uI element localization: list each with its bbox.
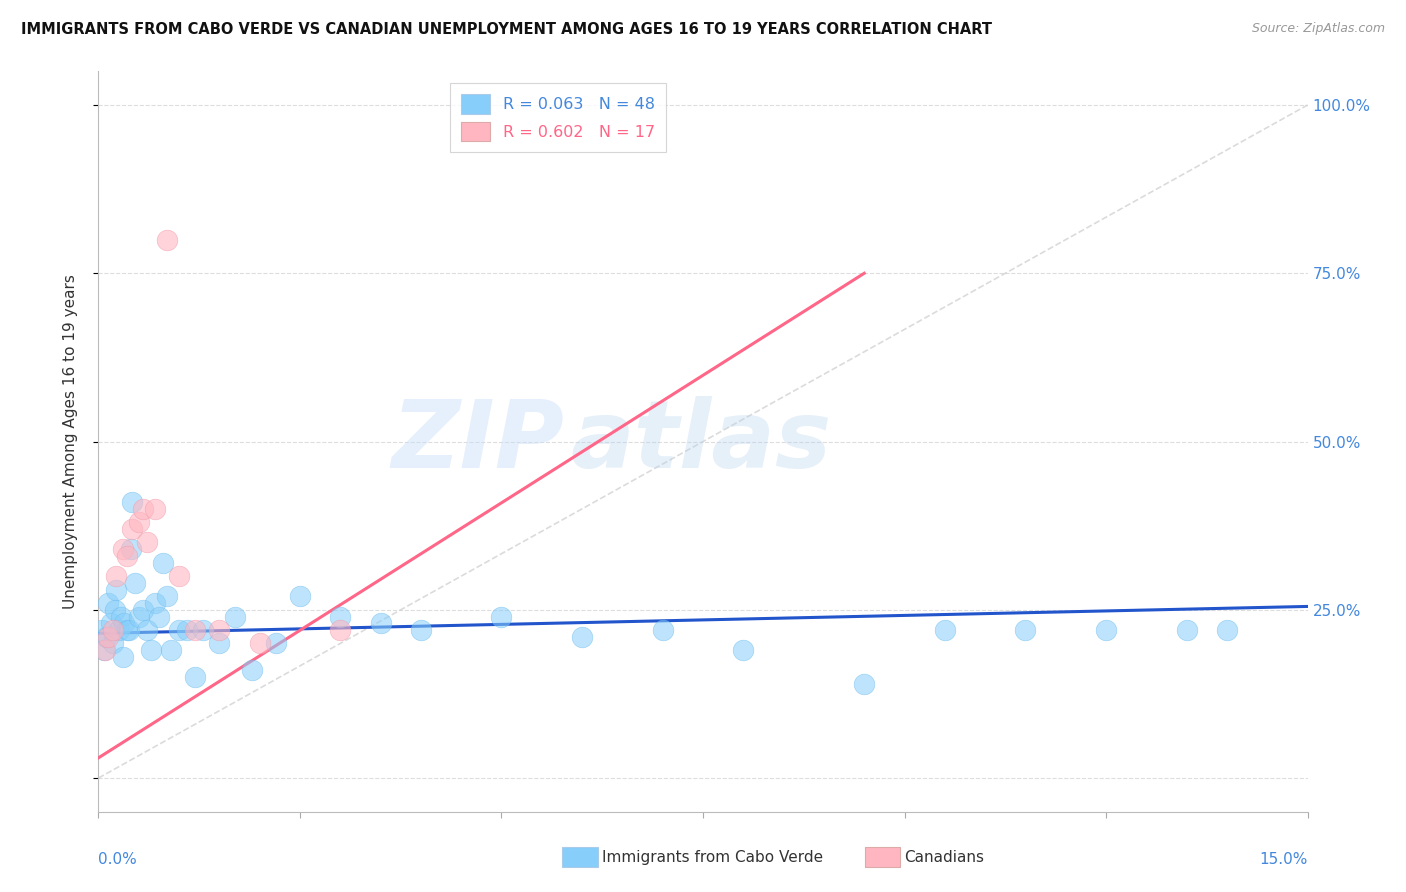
Point [240,664,263,678]
Text: Source: ZipAtlas.com: Source: ZipAtlas.com [1251,22,1385,36]
Point [135,623,157,637]
Point [224,609,246,624]
Point [1175,623,1198,637]
Point [208,623,231,637]
Point [156,590,179,604]
Point [143,596,166,610]
Point [148,609,170,624]
Point [124,575,146,590]
Point [329,623,352,637]
Point [94,643,117,657]
Point [105,582,128,597]
Point [111,542,134,557]
Point [143,501,166,516]
Point [110,609,132,624]
Point [409,623,432,637]
Point [105,569,128,583]
Point [139,643,162,657]
Point [101,623,124,637]
Text: Immigrants from Cabo Verde: Immigrants from Cabo Verde [602,850,823,864]
Text: ZIP: ZIP [391,395,564,488]
Text: IMMIGRANTS FROM CABO VERDE VS CANADIAN UNEMPLOYMENT AMONG AGES 16 TO 19 YEARS CO: IMMIGRANTS FROM CABO VERDE VS CANADIAN U… [21,22,993,37]
Legend: R = 0.063   N = 48, R = 0.602   N = 17: R = 0.063 N = 48, R = 0.602 N = 17 [450,83,666,153]
Point [1095,623,1118,637]
Point [132,603,155,617]
Text: atlas: atlas [569,395,831,488]
Point [128,609,150,624]
Point [128,516,150,530]
Point [167,569,190,583]
Point [160,643,183,657]
Point [193,623,215,637]
Point [184,623,207,637]
Point [101,636,124,650]
Point [135,535,157,549]
Point [156,233,179,247]
Point [97,630,120,644]
Point [651,623,673,637]
Point [264,636,287,650]
Point [1014,623,1036,637]
Point [733,643,755,657]
Point [121,522,143,536]
Point [112,616,135,631]
Point [152,556,174,570]
Text: 0.0%: 0.0% [98,853,138,867]
Point [120,542,142,557]
Point [103,603,125,617]
Point [96,630,118,644]
Text: Canadians: Canadians [904,850,984,864]
Point [118,623,141,637]
Point [111,649,134,664]
Point [853,677,876,691]
Point [208,636,231,650]
Point [184,670,207,684]
Point [370,616,392,631]
Point [121,495,143,509]
Point [132,501,155,516]
Point [288,590,311,604]
Text: 15.0%: 15.0% [1260,853,1308,867]
Point [97,596,120,610]
Point [167,623,190,637]
Point [115,549,138,563]
Point [176,623,198,637]
Point [107,623,129,637]
Point [1216,623,1239,637]
Point [491,609,513,624]
Point [329,609,352,624]
Y-axis label: Unemployment Among Ages 16 to 19 years: Unemployment Among Ages 16 to 19 years [63,274,77,609]
Point [571,630,593,644]
Point [115,623,138,637]
Point [100,616,122,631]
Point [93,643,115,657]
Point [249,636,271,650]
Point [91,623,114,637]
Point [934,623,956,637]
